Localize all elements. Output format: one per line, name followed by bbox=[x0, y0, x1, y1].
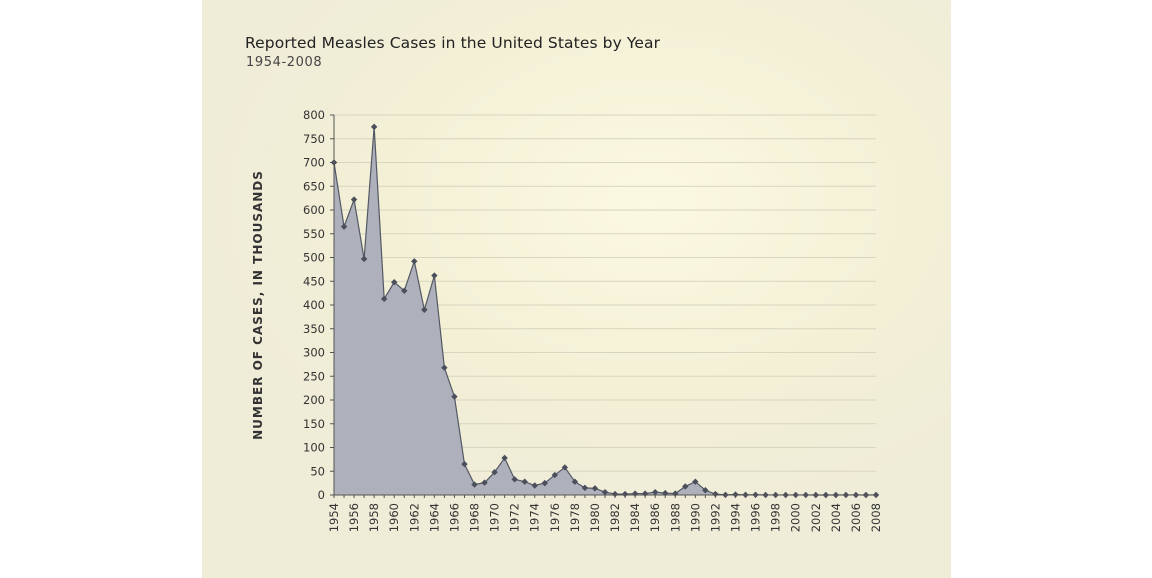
x-tick-label: 1980 bbox=[588, 503, 602, 532]
x-tick-label: 2008 bbox=[869, 503, 883, 532]
y-tick-label: 600 bbox=[303, 203, 325, 217]
data-point bbox=[481, 479, 488, 486]
x-tick-label: 2002 bbox=[809, 503, 823, 532]
data-markers bbox=[330, 123, 880, 499]
chart-subtitle: 1954-2008 bbox=[246, 55, 323, 70]
data-point bbox=[370, 123, 378, 131]
y-tick-label: 400 bbox=[303, 298, 325, 312]
x-tick-label: 1988 bbox=[668, 503, 682, 532]
data-point bbox=[641, 490, 649, 497]
data-point bbox=[380, 295, 388, 303]
x-tick-label: 1958 bbox=[367, 503, 381, 532]
x-tick-label: 1998 bbox=[769, 503, 783, 532]
x-tick-label: 2004 bbox=[829, 503, 843, 532]
x-tick-label: 1968 bbox=[468, 503, 482, 532]
y-tick-label: 750 bbox=[303, 132, 325, 146]
data-point bbox=[682, 483, 689, 490]
x-tick-label: 1966 bbox=[447, 503, 461, 532]
chart-title: Reported Measles Cases in the United Sta… bbox=[245, 34, 661, 52]
data-point bbox=[662, 489, 669, 497]
data-point bbox=[601, 488, 609, 496]
data-point bbox=[471, 481, 478, 488]
x-tick-labels: 1954 1956 1958 1960 1962 1964 1966 1968 1970 1972… bbox=[327, 503, 883, 532]
x-tick-label: 1972 bbox=[508, 503, 522, 532]
data-point bbox=[451, 393, 458, 400]
series-area bbox=[334, 126, 876, 495]
x-tick-label: 1990 bbox=[688, 503, 702, 532]
y-tick-label: 50 bbox=[310, 464, 325, 478]
data-point bbox=[360, 255, 368, 263]
data-point bbox=[581, 484, 589, 492]
data-point bbox=[340, 223, 348, 230]
data-point bbox=[531, 482, 538, 489]
data-point bbox=[421, 306, 428, 313]
data-point bbox=[692, 478, 699, 485]
y-tick-label: 100 bbox=[303, 441, 325, 455]
data-point bbox=[511, 476, 518, 483]
y-tick-label: 300 bbox=[303, 346, 325, 360]
x-tick-label: 1986 bbox=[648, 503, 662, 532]
data-point bbox=[461, 460, 468, 468]
data-point bbox=[571, 478, 579, 485]
y-tick-label: 650 bbox=[303, 179, 325, 193]
x-tick-label: 1994 bbox=[728, 503, 742, 532]
y-tick-label: 700 bbox=[303, 156, 325, 170]
x-tick-label: 1982 bbox=[608, 503, 622, 532]
y-tick-labels: 0 50 100 150 200 250 300 350 400 450 500 550 600 650 7… bbox=[303, 108, 325, 502]
x-tick-label: 1956 bbox=[347, 503, 361, 532]
data-point bbox=[521, 478, 528, 485]
data-point bbox=[712, 490, 719, 498]
axes bbox=[330, 114, 877, 498]
data-point bbox=[501, 454, 508, 462]
x-tick-label: 2000 bbox=[789, 503, 803, 532]
data-point bbox=[491, 469, 498, 476]
data-point bbox=[702, 487, 709, 494]
data-point bbox=[541, 479, 548, 487]
data-point bbox=[441, 364, 448, 371]
x-tick-label: 1970 bbox=[488, 503, 502, 532]
x-tick-label: 1962 bbox=[407, 503, 421, 532]
x-tick-label: 1984 bbox=[628, 503, 642, 532]
y-tick-label: 550 bbox=[303, 227, 325, 241]
data-point bbox=[551, 471, 559, 479]
x-tick-label: 1960 bbox=[387, 503, 401, 532]
data-point bbox=[561, 464, 569, 471]
x-tick-label: 2006 bbox=[849, 503, 863, 532]
y-tick-label: 0 bbox=[318, 488, 325, 502]
x-tick-label: 1976 bbox=[548, 503, 562, 532]
x-tick-label: 1978 bbox=[568, 503, 582, 532]
area-layer bbox=[333, 126, 877, 496]
x-tick-label: 1996 bbox=[749, 503, 763, 532]
data-point bbox=[350, 196, 358, 203]
y-tick-label: 450 bbox=[303, 274, 325, 288]
x-tick-label: 1974 bbox=[528, 503, 542, 532]
data-point bbox=[611, 490, 619, 498]
y-tick-label: 250 bbox=[303, 369, 325, 383]
y-tick-label: 150 bbox=[303, 417, 325, 431]
data-point bbox=[401, 287, 408, 294]
x-tick-label: 1964 bbox=[427, 503, 441, 532]
data-point bbox=[621, 490, 629, 498]
y-tick-label: 500 bbox=[303, 251, 325, 265]
data-point bbox=[411, 258, 418, 265]
x-tick-label: 1992 bbox=[708, 503, 722, 532]
y-tick-label: 350 bbox=[303, 322, 325, 336]
y-tick-label: 200 bbox=[303, 393, 325, 407]
x-tick-label: 1954 bbox=[327, 503, 341, 532]
data-point bbox=[391, 279, 398, 286]
data-point bbox=[591, 485, 599, 492]
data-point bbox=[651, 488, 659, 496]
data-point bbox=[431, 272, 438, 279]
y-tick-label: 800 bbox=[303, 108, 325, 122]
